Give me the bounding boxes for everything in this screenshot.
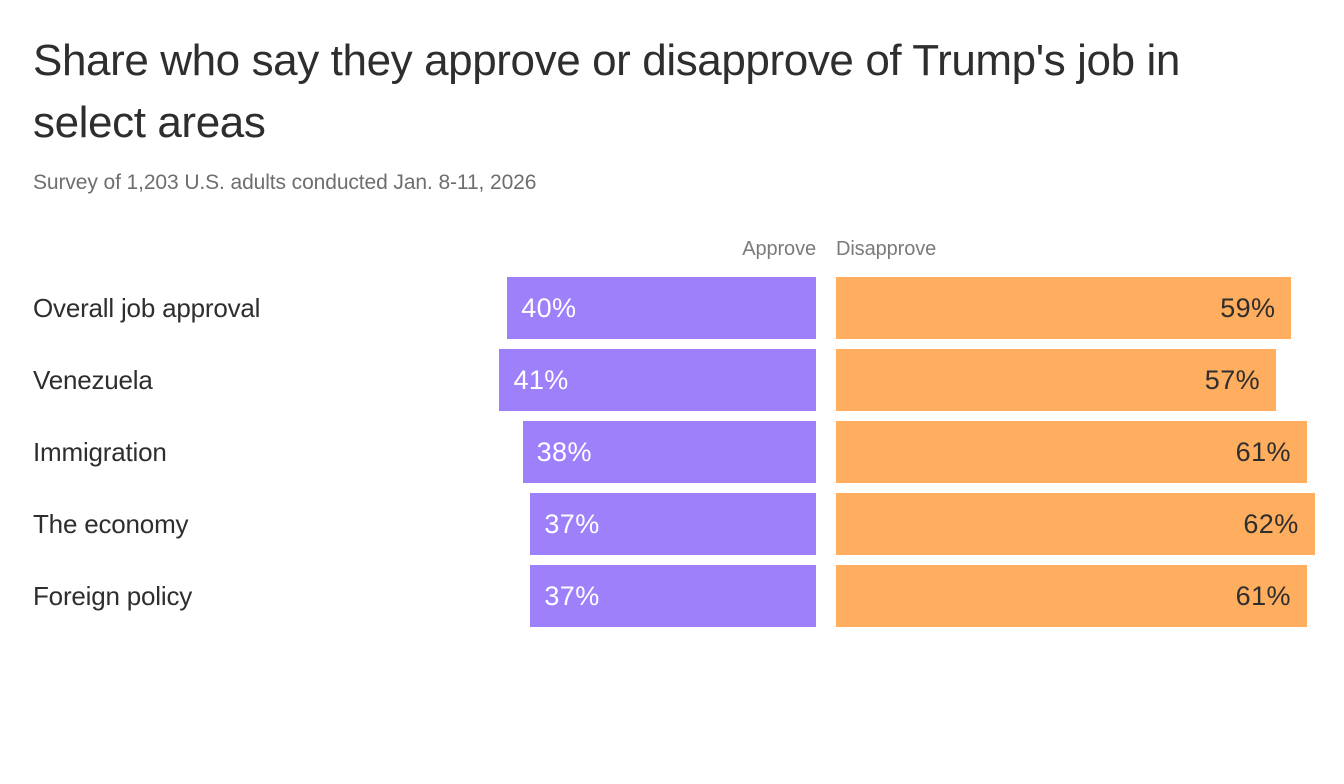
bar-approve: 37% — [530, 565, 816, 627]
bar-approve: 37% — [530, 493, 816, 555]
bar-value-approve: 37% — [544, 508, 600, 539]
row-label-immigration: Immigration — [33, 437, 167, 467]
chart-row: Venezuela 41% 57% — [0, 349, 1344, 411]
bar-disapprove: 57% — [836, 349, 1277, 411]
bar-value-approve: 38% — [536, 436, 592, 467]
chart-row: Immigration 38% 61% — [0, 421, 1344, 483]
bar-approve: 41% — [499, 349, 816, 411]
bar-disapprove: 61% — [836, 565, 1307, 627]
chart-row: Foreign policy 37% 61% — [0, 565, 1344, 627]
legend-column-headers: Approve Disapprove — [0, 238, 1344, 266]
chart-subtitle: Survey of 1,203 U.S. adults conducted Ja… — [33, 170, 537, 194]
bar-value-approve: 41% — [513, 364, 569, 395]
bar-disapprove: 59% — [836, 277, 1292, 339]
bar-value-disapprove: 61% — [1235, 580, 1291, 611]
row-label-foreign-policy: Foreign policy — [33, 581, 193, 611]
row-label-venezuela: Venezuela — [33, 365, 153, 395]
row-label-the-economy: The economy — [33, 509, 189, 539]
bar-value-disapprove: 59% — [1220, 292, 1276, 323]
bar-disapprove: 61% — [836, 421, 1307, 483]
bar-approve: 38% — [522, 421, 816, 483]
bar-value-disapprove: 57% — [1204, 364, 1261, 395]
page-title: Share who say they approve or disapprove… — [33, 36, 1192, 148]
chart-row: The economy 37% 62% — [0, 493, 1344, 555]
column-header-disapprove: Disapprove — [836, 238, 937, 260]
chart-row: Overall job approval 40% 59% — [0, 277, 1344, 339]
column-header-approve: Approve — [742, 238, 816, 260]
bar-value-disapprove: 62% — [1243, 508, 1299, 539]
bar-value-disapprove: 61% — [1235, 436, 1291, 467]
row-label-overall-job-approval: Overall job approval — [33, 293, 261, 323]
bar-value-approve: 40% — [521, 292, 577, 323]
bar-approve: 40% — [507, 277, 816, 339]
bar-value-approve: 37% — [544, 580, 600, 611]
bar-disapprove: 62% — [836, 493, 1315, 555]
chart-header: Share who say they approve or disapprove… — [33, 30, 1303, 195]
